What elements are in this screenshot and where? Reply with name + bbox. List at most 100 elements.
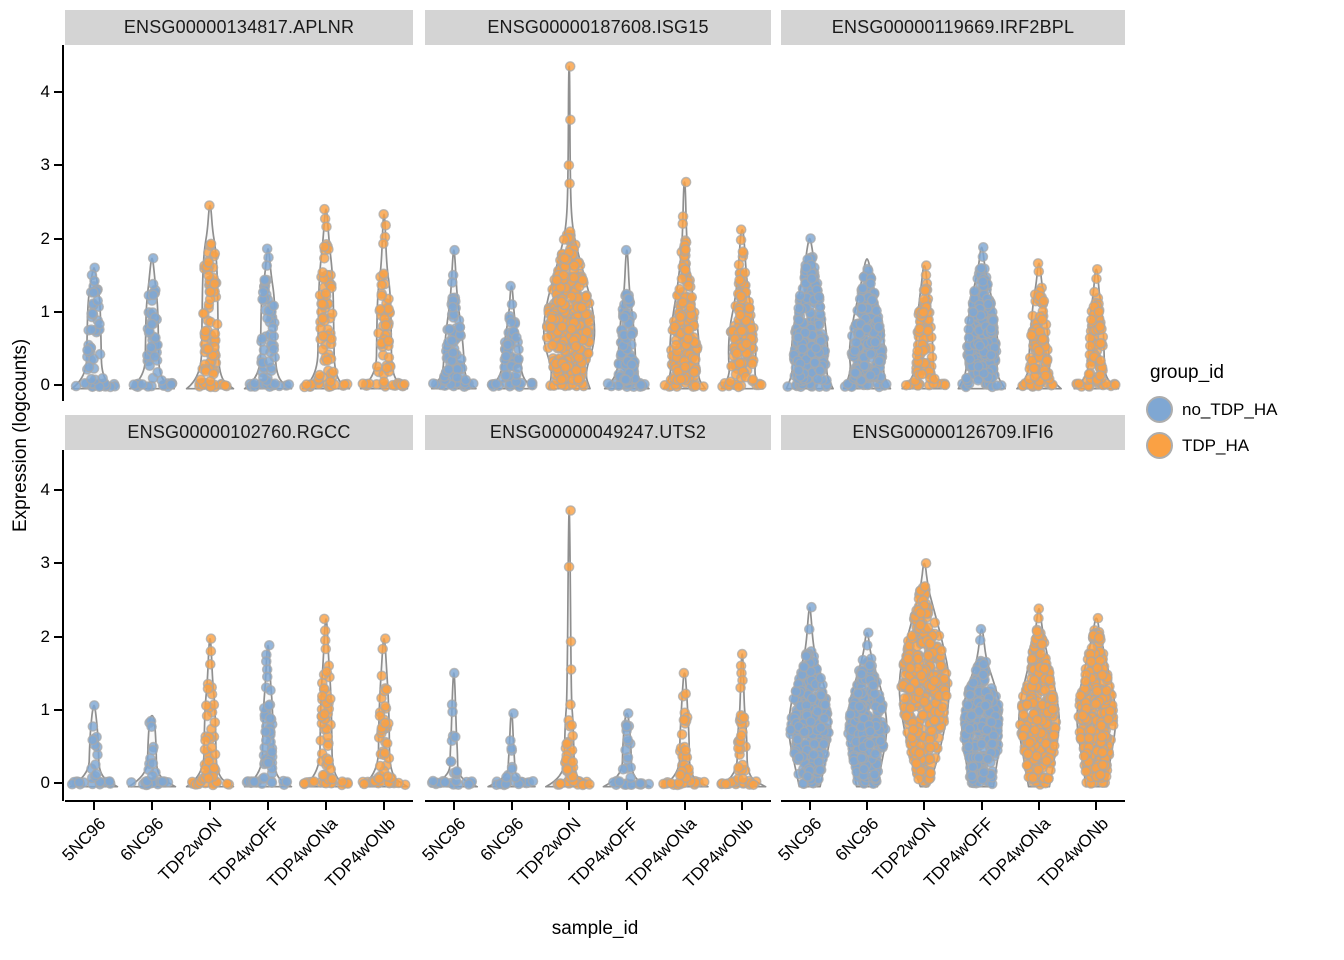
x-tick	[151, 802, 153, 810]
expression-point	[1094, 321, 1106, 333]
expression-point	[566, 291, 577, 303]
expression-point	[1027, 772, 1039, 784]
expression-point	[1094, 370, 1106, 381]
expression-point	[1096, 669, 1108, 681]
expression-point	[203, 270, 214, 281]
expression-point	[973, 752, 985, 763]
expression-point	[808, 749, 819, 760]
x-tick	[325, 802, 327, 810]
expression-point	[268, 343, 280, 355]
expression-point	[941, 690, 952, 702]
expression-point	[680, 745, 692, 756]
expression-point	[1022, 748, 1034, 760]
expression-point	[793, 752, 805, 763]
expression-point	[320, 643, 332, 655]
expression-point	[1038, 295, 1050, 307]
expression-point	[195, 374, 207, 386]
expression-point	[670, 339, 682, 351]
violin-TDP2wON	[541, 61, 596, 392]
expression-point	[566, 323, 577, 335]
y-tick	[54, 708, 62, 711]
y-tick	[54, 562, 62, 565]
expression-point	[564, 61, 576, 72]
expression-point	[570, 341, 582, 352]
expression-point	[814, 764, 826, 776]
y-axis-line	[62, 450, 64, 801]
y-axis-title: Expression (logcounts)	[10, 338, 31, 532]
expression-point	[904, 683, 916, 694]
violin-TDP4wOFF	[243, 243, 295, 393]
y-axis-line	[62, 45, 64, 401]
facet-strip-rgcc: ENSG00000102760.RGCC	[65, 415, 413, 450]
expression-point	[321, 355, 333, 366]
expression-point	[383, 352, 395, 363]
y-tick-label: 0	[40, 773, 50, 792]
expression-point	[929, 675, 940, 687]
x-tick-label: 6NC96	[116, 814, 168, 865]
expression-point	[259, 274, 270, 286]
expression-point	[1017, 730, 1029, 742]
expression-point	[800, 262, 812, 273]
expression-point	[266, 746, 278, 758]
expression-point	[859, 360, 870, 372]
expression-point	[258, 772, 270, 784]
expression-point	[317, 267, 329, 278]
expression-point	[1040, 370, 1051, 382]
expression-point	[964, 353, 976, 365]
expression-point	[221, 778, 233, 790]
expression-point	[1031, 625, 1043, 637]
expression-point	[318, 613, 330, 625]
expression-point	[869, 688, 880, 700]
y-tick-label: 0	[40, 375, 50, 394]
expression-point	[378, 208, 390, 220]
facet-title: ENSG00000049247.UTS2	[489, 422, 707, 442]
expression-point	[731, 348, 743, 359]
expression-point	[793, 365, 804, 376]
expression-point	[325, 763, 337, 775]
expression-point	[1045, 764, 1056, 776]
expression-point	[735, 224, 747, 235]
expression-point	[318, 241, 330, 253]
expression-point	[900, 711, 912, 722]
expression-point	[981, 724, 993, 736]
expression-point	[567, 730, 578, 742]
expression-point	[584, 779, 595, 790]
expression-point	[873, 355, 885, 367]
expression-point	[977, 251, 989, 263]
expression-point	[148, 289, 159, 301]
violin-TDP4wOFF	[602, 708, 655, 791]
expression-point	[147, 744, 159, 756]
y-tick	[54, 237, 62, 240]
expression-point	[209, 278, 220, 290]
expression-point	[200, 735, 211, 746]
y-tick-label: 3	[40, 553, 50, 573]
y-tick-label: 1	[40, 301, 50, 321]
expression-point	[1083, 368, 1095, 380]
expression-point	[380, 320, 392, 331]
expression-point	[682, 333, 694, 344]
expression-point	[976, 738, 987, 750]
expression-point	[1026, 330, 1037, 341]
expression-point	[447, 301, 459, 313]
expression-point	[809, 357, 821, 369]
expression-point	[205, 286, 216, 298]
expression-point	[565, 664, 577, 675]
facet-panel-irf2bpl	[782, 233, 1121, 393]
y-tick-label: 4	[40, 82, 50, 101]
expression-point	[977, 669, 989, 681]
expression-point	[675, 373, 687, 385]
expression-point	[321, 666, 333, 677]
expression-point	[972, 374, 984, 386]
expression-point	[815, 672, 827, 684]
expression-point	[905, 662, 916, 674]
expression-point	[686, 291, 698, 303]
violin-TDP4wONb	[716, 648, 767, 791]
expression-point	[674, 283, 685, 295]
expression-point	[146, 721, 157, 733]
expression-point	[1037, 333, 1049, 345]
expression-point	[568, 272, 580, 283]
x-axis-line	[425, 800, 771, 802]
y-tick	[54, 635, 62, 638]
expression-point	[966, 710, 977, 721]
expression-point	[812, 706, 823, 717]
